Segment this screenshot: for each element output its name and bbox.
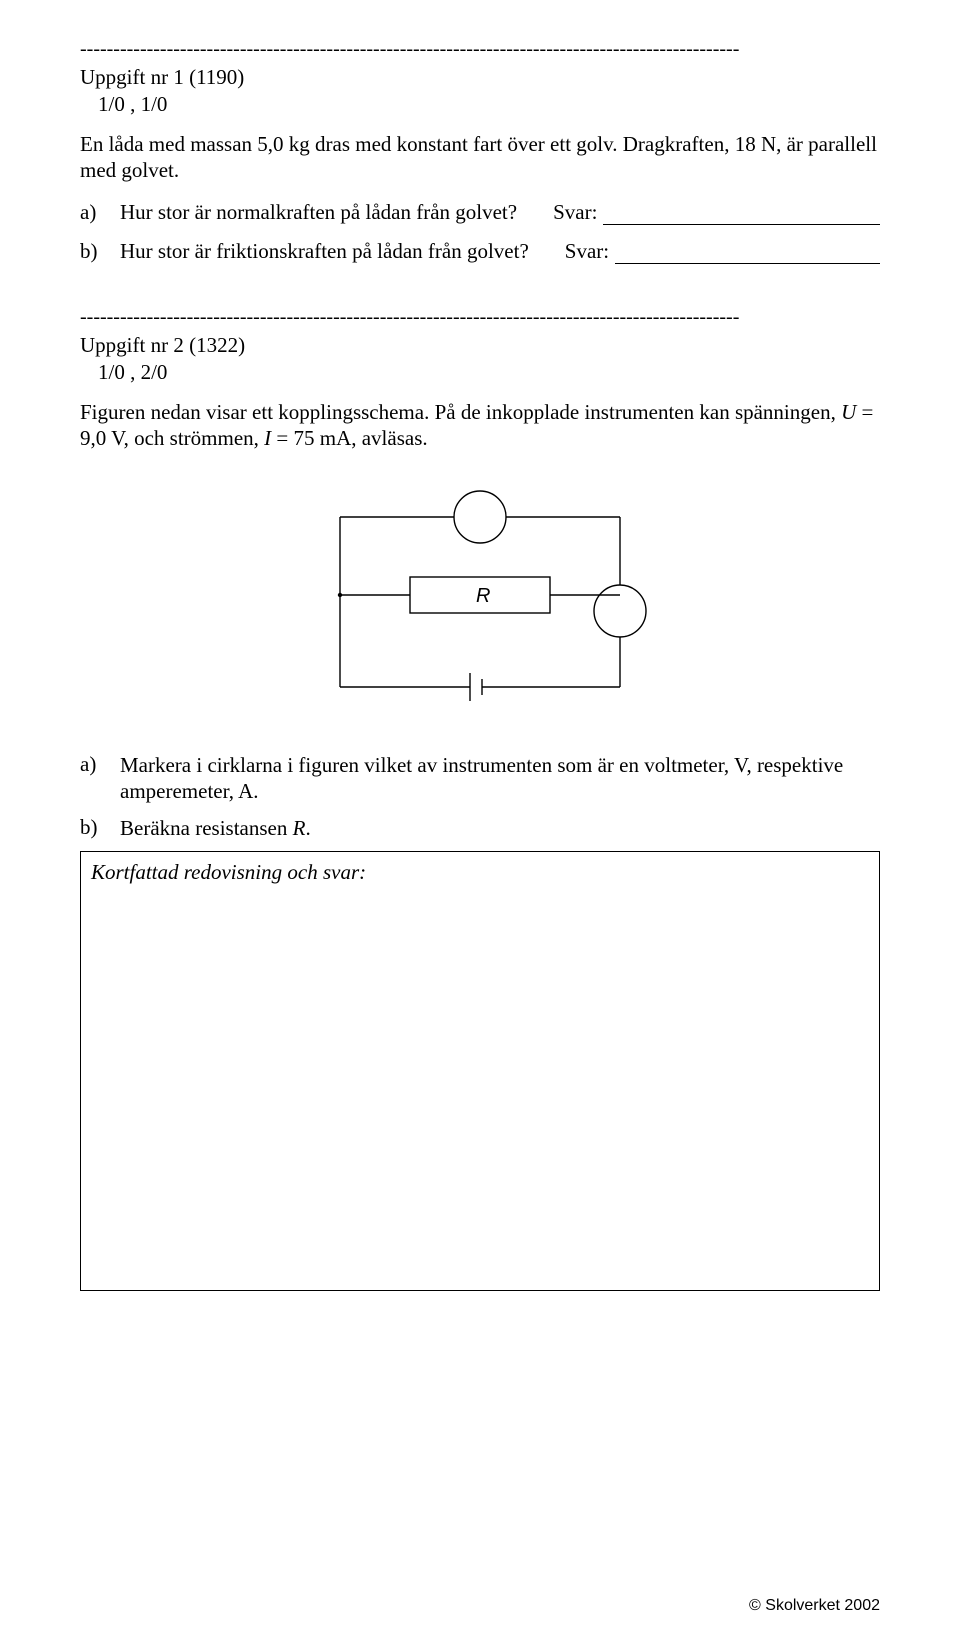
divider-line: ----------------------------------------… [80, 306, 880, 329]
circuit-figure-wrap: R [80, 477, 880, 722]
task1-question-a: a) Hur stor är normalkraften på lådan fr… [80, 200, 880, 225]
task2-qa-text: Markera i cirklarna i figuren vilket av … [120, 752, 880, 805]
task2-question-b: b) Beräkna resistansen R. [80, 815, 880, 841]
task1-qa-text: Hur stor är normalkraften på lådan från … [120, 200, 523, 225]
task2-intro: Figuren nedan visar ett kopplingsschema.… [80, 399, 880, 452]
answer-box-label: Kortfattad redovisning och svar: [91, 860, 366, 884]
task1-body: En låda med massan 5,0 kg dras med konst… [80, 131, 880, 184]
footer-copyright: © Skolverket 2002 [749, 1597, 880, 1615]
task2-qb-suffix: . [305, 816, 310, 840]
task1-qb-label: b) [80, 239, 120, 264]
task1-qa-answer-line[interactable] [603, 201, 880, 224]
task1-qb-text: Hur stor är friktionskraften på lådan fr… [120, 239, 535, 264]
task1-qb-answer-line[interactable] [615, 240, 880, 263]
spacer [80, 278, 880, 298]
task2-score: 1/0 , 2/0 [98, 360, 880, 385]
task1-qb-svar: Svar: [535, 239, 615, 264]
circuit-diagram: R [300, 477, 660, 717]
answer-box[interactable]: Kortfattad redovisning och svar: [80, 851, 880, 1291]
task2-qb-r: R [293, 816, 306, 840]
task2-title: Uppgift nr 2 (1322) [80, 333, 880, 358]
task2-qb-label: b) [80, 815, 120, 841]
task1-score: 1/0 , 1/0 [98, 92, 880, 117]
task1-qa-label: a) [80, 200, 120, 225]
resistor-label: R [476, 585, 490, 607]
task2-intro-mid2: = 75 mA, avläsas. [271, 426, 428, 450]
task2-qa-label: a) [80, 752, 120, 805]
task2-qb-prefix: Beräkna resistansen [120, 816, 293, 840]
page: ----------------------------------------… [0, 0, 960, 1635]
task2-intro-u: U [841, 400, 856, 424]
task2-intro-prefix: Figuren nedan visar ett kopplingsschema.… [80, 400, 841, 424]
circuit-figure: R [300, 477, 660, 717]
ammeter-circle[interactable] [594, 585, 646, 637]
divider-line: ----------------------------------------… [80, 38, 880, 61]
task1-qa-svar: Svar: [523, 200, 603, 225]
task2-question-a: a) Markera i cirklarna i figuren vilket … [80, 752, 880, 805]
task2-qb-body: Beräkna resistansen R. [120, 815, 880, 841]
task1-title: Uppgift nr 1 (1190) [80, 65, 880, 90]
task1-question-b: b) Hur stor är friktionskraften på lådan… [80, 239, 880, 264]
voltmeter-circle[interactable] [454, 491, 506, 543]
